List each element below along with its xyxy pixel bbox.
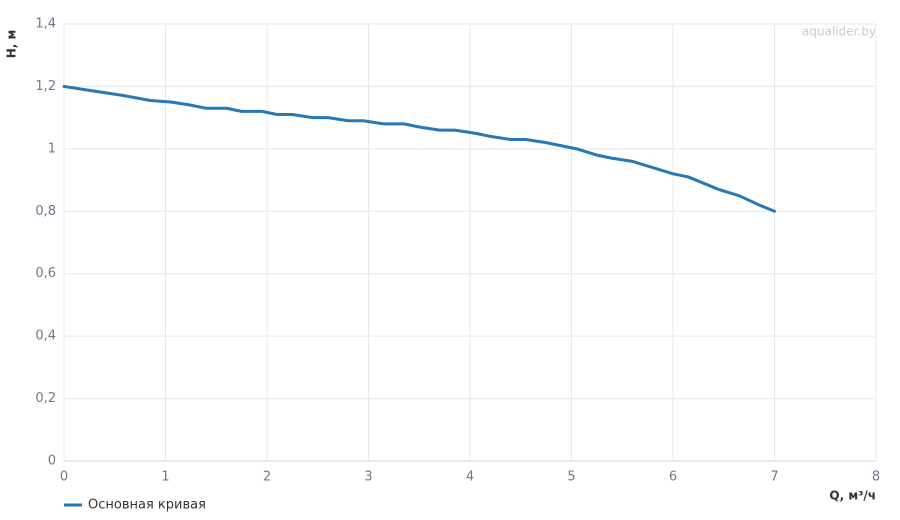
x-tick-label: 3 <box>364 470 372 485</box>
y-tick-label: 1 <box>48 141 56 156</box>
data-line <box>62 84 776 213</box>
y-tick-label: 0,8 <box>35 204 56 219</box>
x-tick-label: 1 <box>161 470 169 485</box>
y-tick-label: 1,2 <box>35 79 56 94</box>
x-axis-title: Q, м³/ч <box>829 489 876 503</box>
x-tick-label: 2 <box>263 470 271 485</box>
x-tick-label: 0 <box>60 470 68 485</box>
x-tick-label: 6 <box>669 470 677 485</box>
watermark: aqualider.by <box>802 25 876 39</box>
y-tick-label: 0 <box>48 454 56 469</box>
x-tick-label: 8 <box>872 470 880 485</box>
y-axis-title: H, м <box>5 30 19 59</box>
legend-label[interactable]: Основная кривая <box>88 498 206 513</box>
x-tick-label: 4 <box>466 470 474 485</box>
y-tick-label: 0,2 <box>35 391 56 406</box>
y-tick-label: 0,4 <box>35 329 56 344</box>
x-tick-label: 5 <box>567 470 575 485</box>
x-tick-label: 7 <box>770 470 778 485</box>
y-tick-label: 1,4 <box>35 17 56 32</box>
y-tick-label: 0,6 <box>35 266 56 281</box>
